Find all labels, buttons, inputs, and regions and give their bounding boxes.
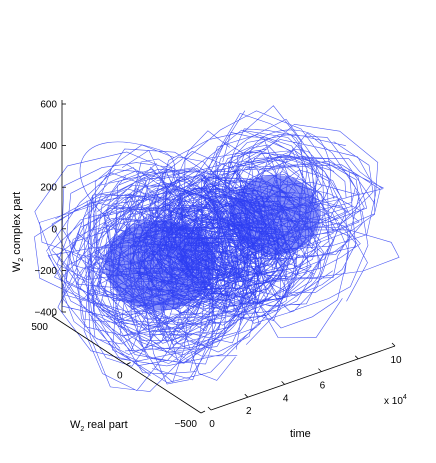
y-tick-mark (51, 313, 57, 317)
x-axis-ticks: 0 2 4 6 8 10 (207, 342, 402, 430)
z-axis-ticks: 600 400 200 0 −200 −400 (34, 100, 66, 319)
trajectory-excursion (241, 239, 321, 301)
z-axis-label: W2 complex part (11, 192, 25, 272)
x-tick-mark (391, 342, 396, 347)
x-tick-label: 10 (390, 355, 402, 366)
x-tick-mark (244, 393, 249, 398)
trajectory-excursion (116, 298, 240, 350)
x-tick-mark (354, 355, 359, 360)
x-tick-label: 0 (209, 419, 215, 430)
y-tick-label: 500 (31, 322, 48, 333)
x-tick-label: 4 (283, 393, 289, 404)
x-tick-mark (318, 368, 322, 372)
z-tick-label: 200 (40, 183, 57, 194)
trajectory-core (105, 220, 215, 310)
x-tick-mark (207, 406, 212, 411)
trajectory-excursion (248, 129, 331, 216)
x-tick-label: 8 (356, 368, 362, 379)
z-tick-label: −200 (34, 266, 57, 277)
z-tick-label: 600 (40, 100, 57, 111)
x-tick-label: 2 (246, 406, 252, 417)
x-axis-label: time (290, 428, 311, 440)
x-tick-mark (281, 381, 285, 385)
x-axis-line (210, 345, 396, 411)
z-tick-label: 400 (40, 141, 57, 152)
trajectory-series (34, 105, 400, 392)
trajectory-core (230, 175, 320, 255)
x-tick-label: 6 (320, 381, 326, 392)
y-tick-label: 0 (117, 371, 123, 382)
trajectory-excursion (79, 141, 176, 221)
x-axis-exponent: x 104 (384, 394, 407, 407)
y-tick-mark (200, 410, 206, 414)
z-tick-label: −400 (34, 308, 57, 319)
y-tick-mark (126, 362, 131, 365)
z-tick-label: 0 (51, 224, 57, 235)
y-axis-label: W2 real part (70, 419, 128, 433)
y-tick-label: −500 (174, 419, 197, 430)
y-axis-ticks: 500 0 −500 (31, 313, 206, 430)
